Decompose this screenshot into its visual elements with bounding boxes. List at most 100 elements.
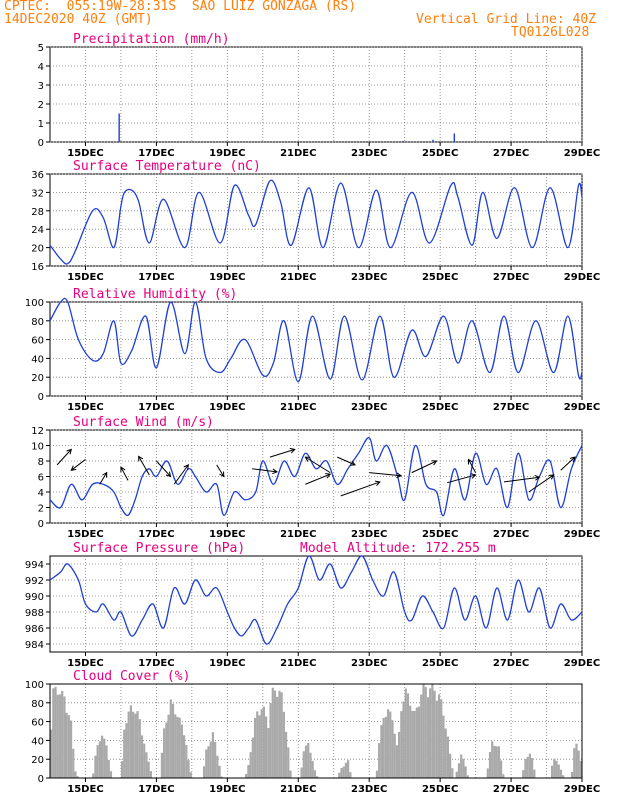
wind-arrow-head bbox=[138, 455, 144, 462]
cloud-bar bbox=[251, 737, 254, 778]
rh-ytick-label: 80 bbox=[31, 317, 44, 328]
pressure-xtick-label: 25DEC bbox=[422, 658, 458, 669]
wind-arrow-head bbox=[325, 473, 332, 479]
cloud-bar bbox=[249, 752, 252, 778]
cloud-bar bbox=[400, 711, 403, 778]
cloud-bar bbox=[499, 760, 503, 778]
cloud-bar bbox=[178, 717, 181, 778]
wind-arrow-head bbox=[219, 471, 225, 478]
cloud-bar bbox=[420, 694, 423, 778]
temp-xtick-label: 29DEC bbox=[564, 272, 600, 283]
wind-xtick-label: 17DEC bbox=[138, 529, 174, 540]
wind-arrow-head bbox=[120, 466, 126, 473]
cloud-bar bbox=[76, 776, 79, 778]
cloud-bar bbox=[409, 705, 412, 778]
cloud-bar bbox=[174, 714, 177, 778]
rh-ytick-label: 100 bbox=[25, 298, 44, 309]
wind-arrow-head bbox=[534, 475, 541, 481]
pressure-ytick-label: 984 bbox=[25, 640, 44, 651]
cloud-bar bbox=[273, 690, 277, 778]
cloud-bar bbox=[94, 755, 97, 778]
rh-ytick-label: 60 bbox=[31, 336, 44, 347]
cloud-bar bbox=[180, 724, 183, 778]
wind-arrow bbox=[99, 472, 108, 485]
cloud-bar bbox=[185, 744, 188, 778]
cloud-bar bbox=[132, 711, 135, 778]
header-model-code: TQ0126L028 bbox=[511, 25, 590, 40]
cloud-ytick-label: 20 bbox=[31, 755, 44, 766]
cloud-bar bbox=[522, 770, 525, 778]
cloud-bar bbox=[526, 756, 529, 778]
cloud-bar bbox=[260, 709, 263, 778]
cloud-bar bbox=[300, 767, 303, 778]
temp-xtick-label: 23DEC bbox=[351, 272, 387, 283]
wind-xtick-label: 23DEC bbox=[351, 529, 387, 540]
pressure-xtick-label: 17DEC bbox=[138, 658, 174, 669]
cloud-bar bbox=[120, 761, 124, 778]
cloud-bar bbox=[103, 738, 106, 778]
cloud-bar bbox=[573, 748, 576, 778]
cloud-bar bbox=[440, 699, 443, 778]
wind-arrow-head bbox=[70, 465, 77, 471]
wind-xtick-label: 25DEC bbox=[422, 529, 458, 540]
cloud-bar bbox=[555, 760, 558, 778]
cloud-bar bbox=[302, 751, 305, 778]
cloud-bar bbox=[65, 712, 68, 778]
wind-arrow bbox=[560, 456, 576, 471]
cloud-bar bbox=[304, 745, 308, 778]
cloud-bar bbox=[429, 688, 432, 778]
pressure-line bbox=[49, 555, 583, 645]
temp-xtick-label: 19DEC bbox=[209, 272, 245, 283]
pressure-xtick-label: 15DEC bbox=[67, 658, 103, 669]
cloud-bar bbox=[74, 771, 77, 778]
cloud-bar bbox=[486, 768, 489, 778]
cloud-bar bbox=[575, 743, 578, 778]
rh-xtick-label: 15DEC bbox=[67, 402, 103, 413]
wind-arrow-head bbox=[470, 473, 477, 479]
cloud-xtick-label: 25DEC bbox=[422, 784, 458, 795]
header-grid-line: Vertical Grid Line: 40Z bbox=[416, 12, 597, 27]
cloud-ytick-label: 0 bbox=[38, 774, 44, 785]
cloud-bar bbox=[415, 707, 418, 778]
cloud-bar bbox=[462, 758, 465, 778]
wind-arrow-head bbox=[66, 448, 72, 455]
cloud-bar bbox=[316, 776, 319, 778]
precip-xtick-label: 15DEC bbox=[67, 148, 103, 159]
cloud-bar bbox=[163, 728, 166, 778]
cloud-bar bbox=[464, 766, 467, 778]
cloud-bar bbox=[169, 699, 172, 778]
cloud-bar bbox=[550, 765, 554, 778]
cloud-bar bbox=[216, 755, 219, 778]
cloud-title: Cloud Cover (%) bbox=[73, 669, 190, 684]
precip-ytick-label: 4 bbox=[38, 62, 44, 73]
cloud-bar bbox=[220, 776, 223, 778]
temp-ytick-label: 20 bbox=[31, 244, 44, 255]
cloud-bar bbox=[262, 706, 266, 778]
cloud-bar bbox=[98, 741, 101, 778]
cloud-ytick-label: 40 bbox=[31, 736, 44, 747]
wind-xtick-label: 15DEC bbox=[67, 529, 103, 540]
wind-arrow bbox=[56, 449, 72, 466]
wind-arrow-head bbox=[102, 471, 108, 478]
cloud-bar bbox=[125, 723, 128, 778]
wind-arrow-head bbox=[289, 447, 296, 454]
wind-arrow-head bbox=[396, 472, 403, 479]
cloud-bar bbox=[160, 752, 164, 778]
cloud-bar bbox=[63, 696, 66, 778]
cloud-ytick-label: 100 bbox=[25, 680, 44, 691]
cloud-bar bbox=[107, 760, 110, 778]
temp-xtick-label: 25DEC bbox=[422, 272, 458, 283]
wind-arrow bbox=[216, 464, 225, 477]
cloud-bar bbox=[389, 711, 392, 778]
cloud-bar bbox=[533, 769, 536, 778]
wind-arrow bbox=[305, 473, 331, 485]
precip-xtick-label: 21DEC bbox=[280, 148, 316, 159]
temp-xtick-label: 21DEC bbox=[280, 272, 316, 283]
cloud-bar bbox=[557, 764, 560, 778]
cloud-bar bbox=[123, 729, 126, 778]
cloud-xtick-label: 19DEC bbox=[209, 784, 245, 795]
cloud-bar bbox=[109, 771, 113, 778]
cloud-bar bbox=[253, 717, 257, 778]
cloud-bar bbox=[56, 694, 59, 778]
pressure-xtick-label: 21DEC bbox=[280, 658, 316, 669]
